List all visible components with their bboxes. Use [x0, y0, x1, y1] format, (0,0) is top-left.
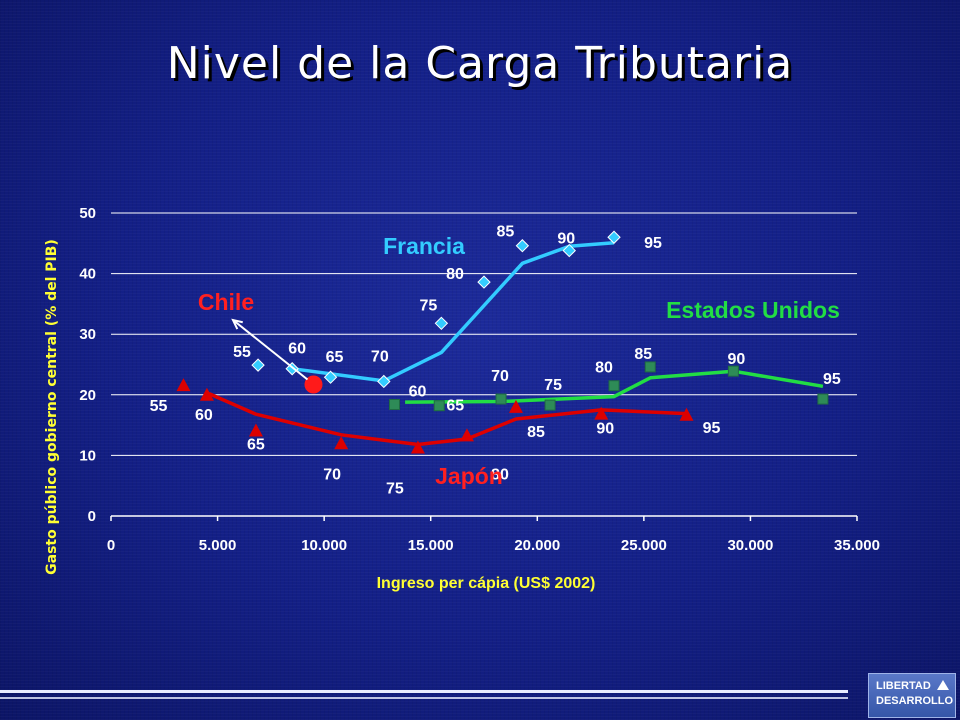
x-tick-label: 25.000 — [621, 537, 667, 554]
estados-unidos-point-label: 80 — [595, 360, 613, 377]
estados-unidos-marker — [817, 393, 829, 405]
axes: 0 10 20 30 40 50 0 5.000 10.000 15.000 20.000 25.00… — [79, 205, 880, 554]
y-tick-label: 50 — [79, 205, 96, 222]
jap-n-series-label: Japón — [435, 463, 503, 489]
x-tick-label: 30.000 — [727, 537, 773, 554]
bottom-divider — [0, 697, 848, 699]
estados-unidos-marker — [495, 393, 507, 405]
y-tick-label: 10 — [79, 447, 96, 464]
x-axis-title: Ingreso per cápia (US$ 2002) — [377, 575, 596, 592]
y-tick-label: 0 — [88, 508, 96, 525]
francia-marker — [477, 275, 491, 289]
logo-text-line2: DESARROLLO — [876, 695, 953, 707]
y-tick-label: 40 — [79, 266, 96, 283]
estados-unidos-marker — [433, 400, 445, 412]
estados-unidos-point-label: 75 — [544, 377, 562, 394]
francia-point-label: 60 — [288, 341, 306, 358]
annotations: Francia Estados Unidos Japón Chile — [198, 233, 840, 489]
estados-unidos-marker — [644, 361, 656, 373]
x-tick-label: 20.000 — [514, 537, 560, 554]
francia-point-label: 70 — [371, 348, 389, 365]
francia-point-label: 75 — [419, 297, 437, 314]
jap-n-marker — [176, 378, 191, 392]
estados-unidos-point-label: 65 — [446, 398, 464, 415]
trend-lines — [208, 240, 824, 447]
libertad-desarrollo-logo: LIBERTAD DESARROLLO — [868, 673, 956, 718]
francia-line — [291, 240, 615, 383]
estados-unidos-point-label: 95 — [823, 371, 841, 388]
jap-n-marker — [410, 440, 425, 454]
logo-text-line1: LIBERTAD — [876, 680, 931, 692]
chile-series-label: Chile — [198, 289, 254, 315]
jap-n-point-label: 75 — [386, 481, 404, 498]
jap-n-point-label: 65 — [247, 437, 265, 454]
jap-n-marker — [459, 428, 474, 442]
francia-marker — [515, 239, 530, 253]
jap-n-point-label: 85 — [527, 424, 545, 441]
jap-n-marker — [248, 423, 263, 437]
logo-triangle-icon — [937, 680, 949, 690]
estados-unidos-point-label: 60 — [409, 383, 427, 400]
francia-point-label: 90 — [557, 231, 575, 248]
estados-unidos-line — [405, 369, 824, 404]
jap-n-point-label: 60 — [195, 407, 213, 424]
estados-unidos-marker — [608, 380, 620, 392]
francia-marker — [251, 358, 265, 372]
jap-n-marker — [508, 399, 523, 413]
estados-unidos-marker — [544, 399, 556, 411]
francia-point-label: 65 — [326, 349, 344, 366]
y-tick-label: 20 — [79, 387, 96, 404]
jap-n-marker — [594, 406, 609, 420]
estados-unidos-marker — [727, 365, 739, 377]
chile-marker — [304, 375, 323, 394]
francia-point-label: 85 — [496, 224, 514, 241]
jap-n-marker — [334, 436, 349, 450]
jap-n-marker — [199, 387, 214, 401]
y-tick-label: 30 — [79, 326, 96, 343]
estados-unidos-marker — [388, 398, 400, 410]
y-axis-title: Gasto público gobierno central (% del PI… — [44, 239, 60, 575]
x-tick-label: 15.000 — [408, 537, 454, 554]
francia-marker — [434, 316, 449, 330]
francia-series-label: Francia — [383, 233, 465, 259]
francia-marker — [562, 243, 576, 258]
bottom-divider — [0, 690, 848, 693]
x-tick-label: 10.000 — [301, 537, 347, 554]
grid-lines — [111, 212, 857, 456]
x-tick-label: 0 — [107, 537, 115, 554]
jap-n-point-label: 55 — [150, 398, 168, 415]
slide-title: Nivel de la Carga Tributaria — [166, 38, 794, 89]
jap-n-marker — [679, 407, 694, 421]
data-labels: 55 60 65 70 75 80 85 90 95 60 65 70 75 80 85 90 95 55 60 65… — [150, 224, 841, 498]
estados-unidos-point-label: 90 — [727, 351, 745, 368]
francia-marker — [323, 370, 338, 384]
jap-n-line — [208, 391, 687, 447]
data-markers — [176, 230, 829, 454]
francia-marker — [377, 374, 391, 389]
estados-unidos-point-label: 85 — [634, 346, 652, 363]
francia-point-label: 95 — [644, 235, 662, 252]
chile-arrow-head-icon — [231, 318, 243, 330]
jap-n-point-label: 90 — [596, 421, 614, 438]
x-tick-label: 5.000 — [199, 537, 237, 554]
jap-n-point-label: 70 — [323, 466, 341, 483]
x-tick-label: 35.000 — [834, 537, 880, 554]
chile-arrow-line — [232, 319, 309, 381]
francia-point-label: 55 — [233, 344, 251, 361]
francia-point-label: 80 — [446, 266, 464, 283]
jap-n-point-label: 80 — [491, 466, 509, 483]
jap-n-point-label: 95 — [703, 420, 721, 437]
francia-marker — [607, 230, 621, 244]
estados-unidos-point-label: 70 — [491, 368, 509, 385]
estados-unidos-series-label: Estados Unidos — [666, 297, 840, 323]
